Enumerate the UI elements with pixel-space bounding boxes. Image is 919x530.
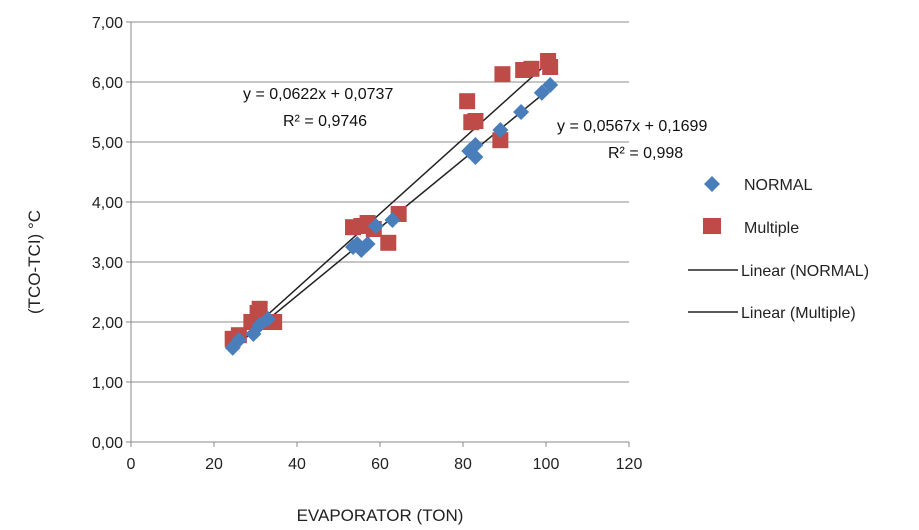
normal-point [359,236,376,252]
normal-point [513,104,530,120]
y-tick-label: 0,00 [92,435,123,452]
normal-point [384,212,401,228]
normal-point [230,332,247,348]
legend-label-linear-normal: Linear (NORMAL) [741,263,869,280]
multiple-point [380,234,397,251]
equation-multiple: y = 0,0622x + 0,0737 [243,86,393,103]
legend-label-multiple: Multiple [744,220,799,237]
legend-square-marker [703,218,721,234]
multiple-point [494,66,511,83]
trendline-multiple [232,60,551,347]
normal-point [467,149,484,165]
multiple-point [459,93,476,110]
y-tick-label: 1,00 [92,375,123,392]
x-tick-label: 60 [371,456,389,473]
x-tick-labels: 0 20 40 60 80 100 120 [127,456,643,473]
legend-entry-linear-normal: Linear (NORMAL) [688,263,869,280]
y-tick-labels: 0,00 1,00 2,00 3,00 4,00 5,00 6,00 7,00 [92,15,123,452]
y-tick-label: 5,00 [92,135,123,152]
data-points [224,53,559,356]
x-tick-label: 20 [205,456,223,473]
y-tick-label: 7,00 [92,15,123,32]
y-axis-title: (TCO-TCI) °C [25,210,44,314]
multiple-point [542,59,559,75]
multiple-point [251,300,268,317]
trendlines [232,60,551,350]
x-tick-label: 100 [533,456,560,473]
y-tick-label: 2,00 [92,315,123,332]
equation-normal: y = 0,0567x + 0,1699 [557,118,707,135]
normal-point [533,84,550,101]
normal-point [467,137,484,153]
trendline-normal-equation: y = 0,0567x + 0,1699 R² = 0,998 [557,118,707,162]
legend-entry-linear-multiple: Linear (Multiple) [688,305,856,322]
legend-label-linear-multiple: Linear (Multiple) [741,305,856,322]
legend-entry-multiple: Multiple [703,218,799,237]
gridlines [126,21,630,447]
multiple-point [523,60,540,77]
x-tick-label: 40 [288,456,306,473]
normal-point [492,122,509,138]
legend: NORMAL Multiple Linear (NORMAL) Linear (… [688,176,869,322]
x-tick-label: 120 [616,456,643,473]
normal-point [259,311,276,327]
normal-point [367,218,384,234]
trendline-multiple-equation: y = 0,0622x + 0,0737 R² = 0,9746 [243,86,393,130]
x-axis-title: EVAPORATOR (TON) [297,506,464,525]
y-tick-label: 4,00 [92,195,123,212]
y-tick-label: 6,00 [92,75,123,92]
normal-point [542,77,559,93]
multiple-point [467,113,484,129]
y-tick-label: 3,00 [92,255,123,272]
axes [130,22,629,443]
x-tick-label: 80 [454,456,472,473]
r2-multiple: R² = 0,9746 [283,113,367,130]
r2-normal: R² = 0,998 [608,145,683,162]
legend-entry-normal: NORMAL [704,176,813,194]
x-tick-label: 0 [127,456,136,473]
multiple-point [492,132,509,149]
legend-diamond-marker [704,176,720,192]
legend-label-normal: NORMAL [744,177,813,194]
